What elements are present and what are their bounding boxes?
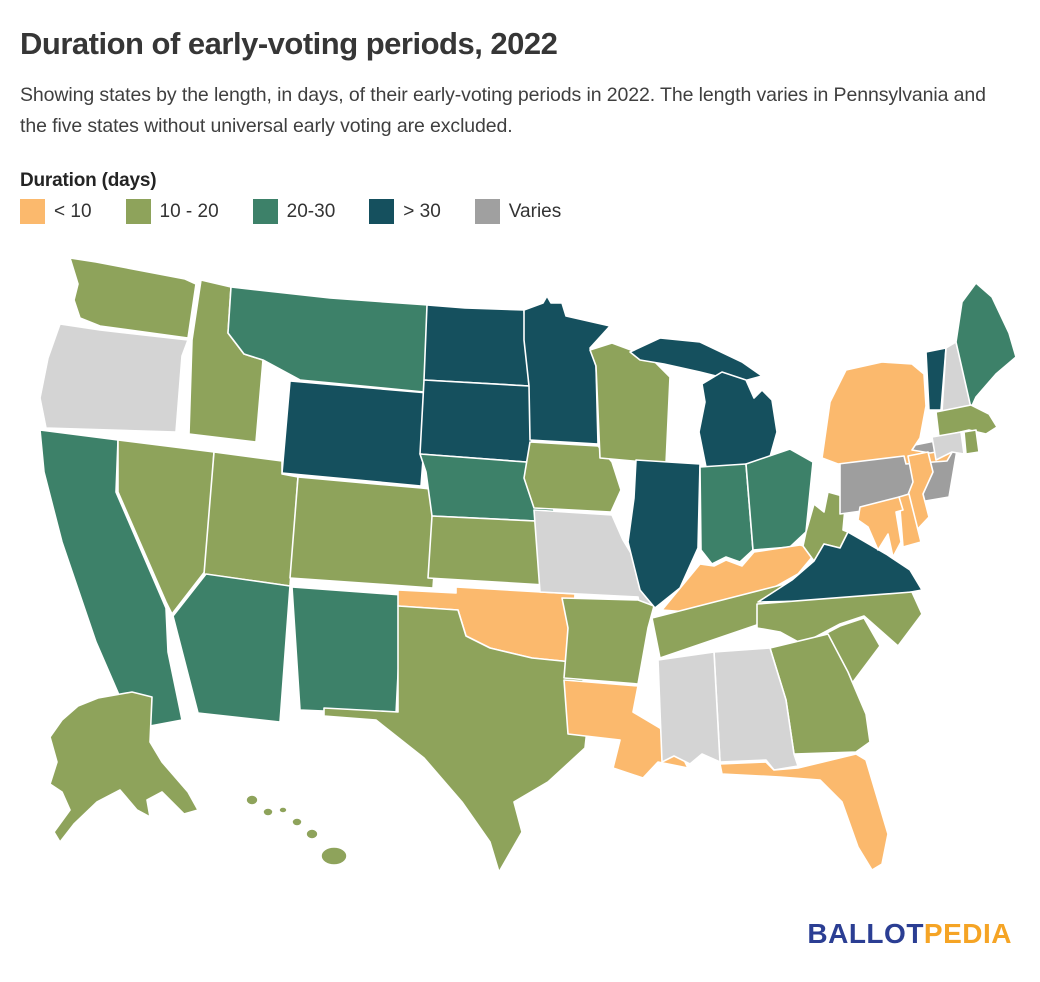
state-florida[interactable] xyxy=(719,753,889,871)
state-wisconsin[interactable] xyxy=(589,342,671,465)
state-south-dakota[interactable] xyxy=(419,379,535,463)
state-new-york[interactable] xyxy=(821,361,955,465)
state-arizona[interactable] xyxy=(172,573,291,723)
state-north-dakota[interactable] xyxy=(423,304,530,387)
legend-item-lt10: < 10 xyxy=(20,199,92,224)
legend-label: Varies xyxy=(508,200,562,222)
legend-swatch-10-20 xyxy=(125,199,151,224)
state-colorado[interactable] xyxy=(289,476,441,589)
legend: < 10 10 - 20 20-30 > 30 Varies xyxy=(20,199,595,224)
legend-title: Duration (days) xyxy=(20,170,157,191)
state-connecticut[interactable] xyxy=(931,431,965,461)
legend-label: < 10 xyxy=(54,200,92,222)
state-mississippi[interactable] xyxy=(657,651,721,765)
page-title: Duration of early-voting periods, 2022 xyxy=(20,26,558,61)
state-alaska[interactable] xyxy=(49,691,199,843)
legend-label: 20-30 xyxy=(286,200,336,222)
state-montana[interactable] xyxy=(227,286,429,393)
state-maryland[interactable] xyxy=(857,496,904,558)
ballotpedia-logo-part1: BALLOT xyxy=(807,918,924,949)
state-michigan[interactable] xyxy=(629,337,778,468)
state-wyoming[interactable] xyxy=(281,380,429,487)
chart-subtitle: Showing states by the length, in days, o… xyxy=(20,84,986,137)
legend-swatch-varies xyxy=(474,199,500,224)
state-oregon[interactable] xyxy=(39,323,189,433)
state-arkansas[interactable] xyxy=(561,597,655,685)
state-minnesota[interactable] xyxy=(523,295,611,445)
state-delaware[interactable] xyxy=(898,493,922,548)
legend-label: 10 - 20 xyxy=(159,200,219,222)
state-hawaii[interactable] xyxy=(245,794,348,866)
ballotpedia-logo-part2: PEDIA xyxy=(923,918,1012,949)
legend-swatch-gt30 xyxy=(369,199,395,224)
legend-item-varies: Varies xyxy=(474,199,562,224)
legend-label: > 30 xyxy=(403,200,441,222)
state-new-mexico[interactable] xyxy=(291,586,403,715)
state-illinois[interactable] xyxy=(627,459,701,609)
state-alabama[interactable] xyxy=(713,647,799,771)
legend-swatch-lt10 xyxy=(20,199,45,224)
state-rhode-island[interactable] xyxy=(963,429,980,455)
state-indiana[interactable] xyxy=(699,463,754,565)
state-louisiana[interactable] xyxy=(563,679,689,779)
state-maine[interactable] xyxy=(955,282,1017,409)
ballotpedia-logo[interactable]: BALLOTPEDIA xyxy=(807,918,1012,950)
state-north-carolina[interactable] xyxy=(756,591,923,647)
state-ohio[interactable] xyxy=(745,448,814,551)
state-washington[interactable] xyxy=(69,257,197,339)
legend-item-gt30: > 30 xyxy=(369,199,441,224)
state-vermont[interactable] xyxy=(925,347,947,411)
legend-item-20-30: 20-30 xyxy=(252,199,336,224)
legend-swatch-20-30 xyxy=(252,199,278,224)
state-texas[interactable] xyxy=(323,605,591,873)
state-west-virginia[interactable] xyxy=(802,491,849,562)
state-california[interactable] xyxy=(39,429,183,727)
legend-item-10-20: 10 - 20 xyxy=(125,199,219,224)
